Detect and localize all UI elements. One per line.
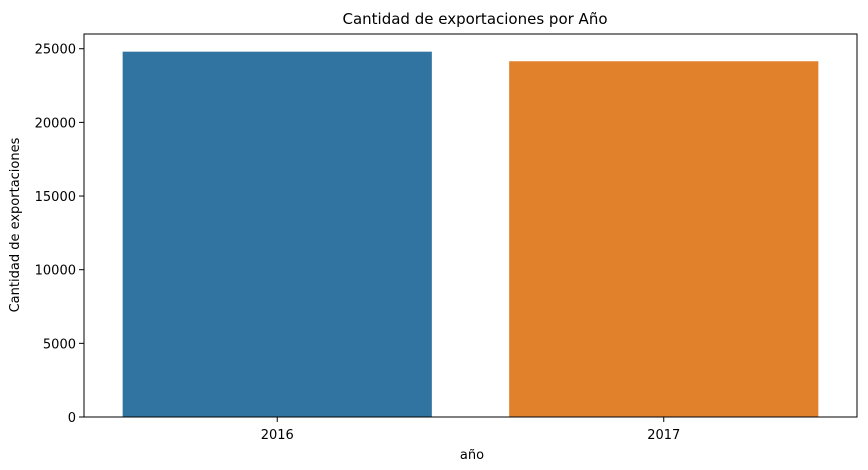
x-axis-ticks: 2016 2017 xyxy=(261,417,680,443)
x-tick-label: 2016 xyxy=(261,428,294,443)
y-tick-label: 5000 xyxy=(43,337,76,352)
bars-group xyxy=(122,51,819,418)
chart-title: Cantidad de exportaciones por Año xyxy=(342,10,607,28)
bar-2016 xyxy=(122,51,432,418)
y-tick-label: 25000 xyxy=(35,43,76,58)
plot-area-frame xyxy=(83,33,858,418)
y-axis-label: Cantidad de exportaciones xyxy=(8,137,23,312)
x-axis-label: año xyxy=(460,448,484,463)
y-tick-label: 0 xyxy=(68,411,76,426)
y-tick-label: 15000 xyxy=(35,190,76,205)
y-tick-label: 20000 xyxy=(35,116,76,131)
bar-2017 xyxy=(509,61,819,417)
y-tick-label: 10000 xyxy=(35,264,76,279)
y-axis-ticks: 0 5000 10000 15000 20000 25000 xyxy=(35,43,84,426)
x-tick-label: 2017 xyxy=(647,428,680,443)
